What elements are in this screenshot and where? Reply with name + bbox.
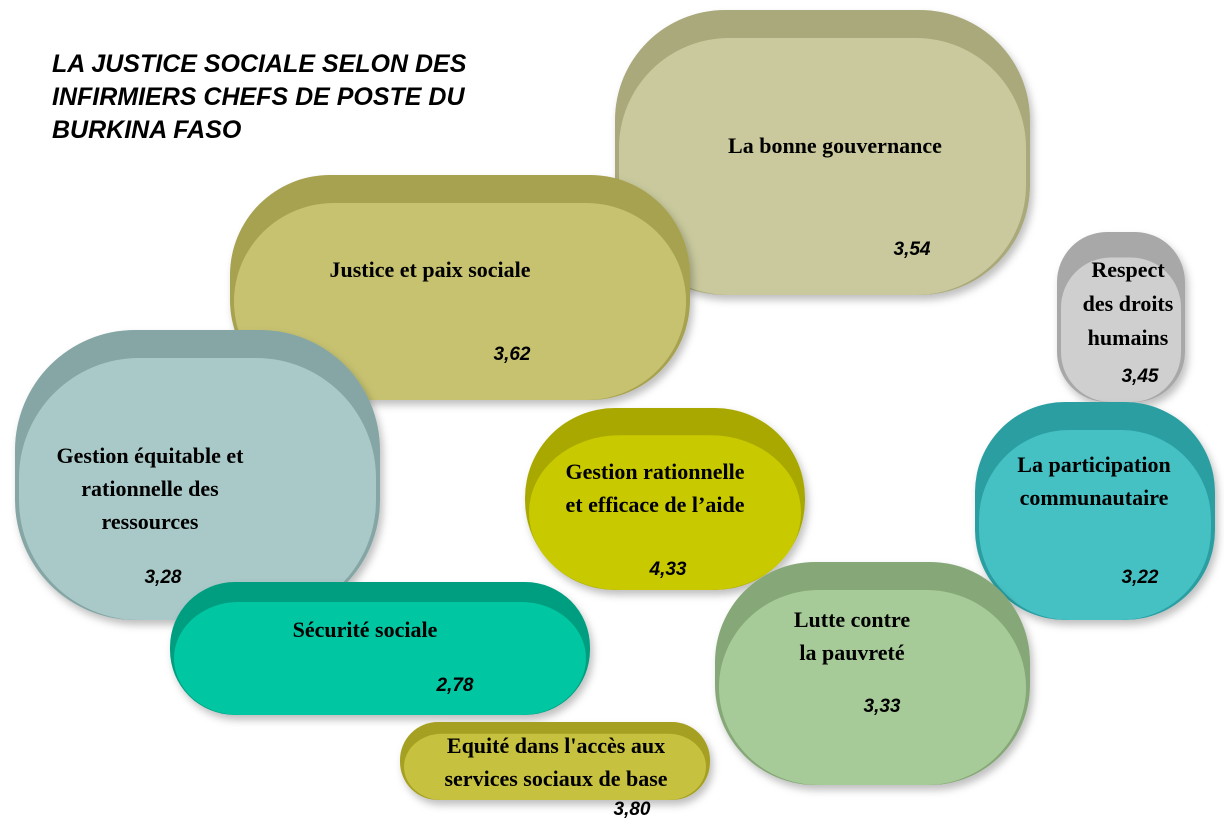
node-label: La bonne gouvernance <box>728 133 942 158</box>
title-line: INFIRMIERS CHEFS DE POSTE DU <box>52 83 465 111</box>
bubble <box>15 330 380 620</box>
node-label: services sociaux de base <box>444 766 667 791</box>
node-value: 3,54 <box>894 239 931 260</box>
bubble-face <box>404 733 706 800</box>
bubble-face <box>719 590 1026 785</box>
node-value: 3,28 <box>145 567 182 588</box>
node-label: Justice et paix sociale <box>329 257 530 282</box>
node-label: ressources <box>102 509 199 534</box>
node-label: et efficace de l’aide <box>566 492 745 517</box>
node-label: la pauvreté <box>799 640 905 665</box>
node-value: 3,80 <box>614 799 651 820</box>
node-label: humains <box>1088 325 1169 350</box>
node-value: 3,22 <box>1122 567 1159 588</box>
bubble-face <box>174 601 586 715</box>
bubble <box>525 408 805 590</box>
bubble-face <box>19 358 376 620</box>
bubble <box>615 10 1030 295</box>
node-value: 3,62 <box>494 344 531 365</box>
node-label: rationnelle des <box>81 476 219 501</box>
node-label: La participation <box>1017 452 1170 477</box>
bubble-face <box>529 435 801 590</box>
node-label: Sécurité sociale <box>293 617 438 642</box>
node-value: 3,33 <box>864 696 901 717</box>
node-label: des droits <box>1083 291 1174 316</box>
bubble-face <box>1061 257 1181 402</box>
bubble <box>715 562 1030 785</box>
bubble <box>230 175 690 400</box>
bubble-face <box>619 38 1026 295</box>
node-label: Respect <box>1091 257 1165 282</box>
bubble-face <box>979 430 1211 620</box>
bubble <box>975 402 1215 620</box>
node-label: Lutte contre <box>794 607 911 632</box>
bubble-face <box>234 203 686 400</box>
node-label: communautaire <box>1020 485 1169 510</box>
title-line: BURKINA FASO <box>52 116 242 144</box>
shapes <box>15 10 1215 800</box>
node-value: 4,33 <box>649 559 687 580</box>
title-line: LA JUSTICE SOCIALE SELON DES <box>52 50 467 78</box>
node-label: Gestion rationnelle <box>565 459 744 484</box>
bubble <box>170 582 590 715</box>
node-label: Equité dans l'accès aux <box>447 733 665 758</box>
node-value: 3,45 <box>1122 366 1159 387</box>
bubble <box>1057 232 1185 402</box>
node-label: Gestion équitable et <box>57 443 245 468</box>
bubble <box>400 722 710 800</box>
node-value: 2,78 <box>436 675 474 696</box>
